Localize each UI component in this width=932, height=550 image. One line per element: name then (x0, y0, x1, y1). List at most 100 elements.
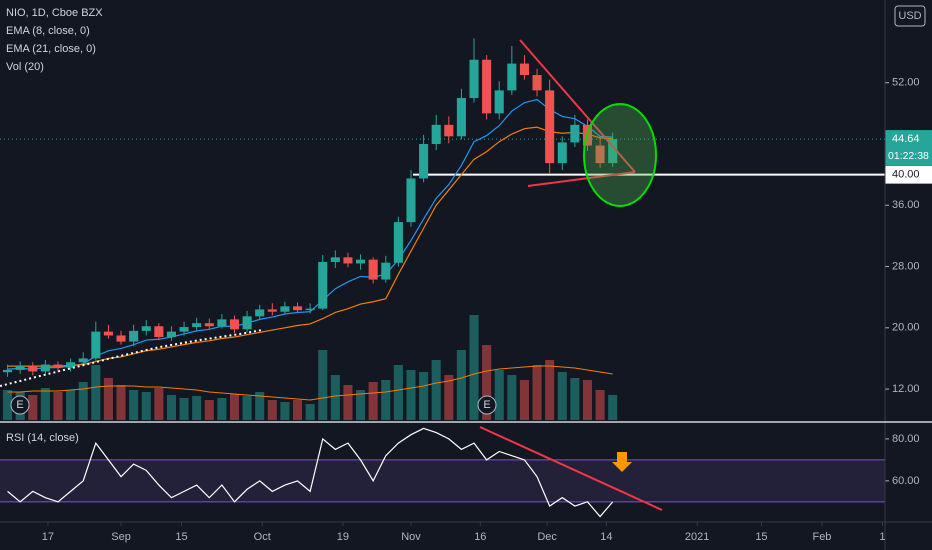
candle-body (456, 98, 466, 137)
x-tick-label: Feb (812, 531, 831, 543)
candle-body (557, 142, 567, 164)
earnings-label: E (483, 399, 490, 411)
volume-bar (154, 388, 164, 420)
volume-bar (330, 375, 340, 420)
volume-bar (141, 392, 151, 420)
candle-body (91, 331, 101, 359)
volume-bar (91, 365, 101, 420)
volume-bar (40, 388, 50, 420)
volume-bar (608, 395, 618, 420)
volume-bar (204, 400, 214, 420)
volume-bar (103, 378, 113, 420)
earnings-marker (10, 395, 30, 415)
volume-bar (280, 402, 290, 420)
volume-bar (557, 372, 567, 420)
y-tick-label: 12.00 (892, 383, 920, 395)
earnings-marker (477, 395, 497, 415)
candle-body (595, 145, 605, 164)
currency[interactable]: USD (898, 10, 921, 22)
volume-bar (570, 378, 580, 420)
volume-bar (78, 382, 88, 420)
earnings-label: E (16, 399, 23, 411)
candle-body (318, 261, 328, 309)
x-tick-label: 2021 (685, 531, 709, 543)
volume-bar (393, 365, 403, 420)
candle-body (129, 330, 139, 342)
candle-body (507, 63, 517, 91)
x-tick-label: 15 (755, 531, 767, 543)
candle-body (103, 331, 113, 336)
volume-bar (129, 390, 139, 420)
candle-body (166, 331, 176, 337)
candle-body (192, 323, 202, 328)
rsi-title: RSI (14, close) (6, 432, 79, 444)
candle-body (242, 316, 252, 330)
candle-body (229, 319, 240, 330)
candle-body (179, 327, 189, 332)
candle-body (280, 306, 290, 312)
candle-body (267, 309, 277, 312)
volume-bar (381, 380, 391, 420)
volume-bar (595, 390, 605, 420)
volume-bar (166, 395, 176, 420)
volume-bar (507, 375, 517, 420)
volume-bar (519, 380, 529, 420)
candle-body (141, 326, 151, 331)
currency-box[interactable] (894, 5, 926, 27)
candle-body (393, 222, 403, 263)
x-tick-label: 1 (879, 531, 885, 543)
candle-body (53, 364, 63, 368)
level-label-box (885, 165, 932, 184)
y-tick-label: 52.00 (892, 77, 920, 89)
volume-bar (444, 375, 454, 420)
volume-ma (7, 365, 613, 401)
candle-body (255, 309, 265, 317)
candle-body (545, 90, 555, 164)
level-label: 40.00 (892, 169, 920, 181)
rsi-line (7, 427, 614, 518)
volume-bar (494, 370, 504, 420)
volume-bar (318, 350, 328, 420)
volume-bar (545, 360, 555, 420)
candle-body (381, 262, 391, 280)
volume-bar (3, 390, 13, 420)
support-line (527, 171, 636, 187)
x-tick-label: Nov (401, 531, 421, 543)
candle-body (66, 362, 76, 368)
highlight-circle (583, 103, 657, 207)
volume-bar (456, 350, 466, 420)
y-tick-label: 36.00 (892, 199, 920, 211)
candle-body (204, 323, 214, 327)
candle-body (406, 178, 416, 223)
indicator-label: EMA (21, close, 0) (6, 43, 96, 55)
last-price-box (885, 130, 932, 166)
volume-bar (217, 398, 227, 420)
volume-bar (267, 400, 277, 420)
y-tick-label: 20.00 (892, 322, 920, 334)
rsi-trend-line (479, 426, 663, 511)
x-tick-label: 17 (42, 531, 54, 543)
candle-body (469, 59, 479, 99)
x-tick-label: 14 (600, 531, 612, 543)
candle-body (519, 63, 529, 76)
volume-bar (305, 404, 315, 420)
candle-body (116, 335, 126, 342)
volume-bar (28, 395, 38, 420)
volume-bar (469, 315, 479, 420)
x-tick-label: Sep (111, 531, 131, 543)
volume-bar (192, 396, 202, 420)
volume-bar (179, 398, 189, 420)
candle-body (431, 124, 441, 144)
candle-body (368, 259, 378, 280)
candle-body (40, 364, 50, 372)
down-arrow (612, 452, 632, 472)
rsi-band (0, 459, 885, 502)
candle-body (343, 257, 353, 264)
volume-bar (482, 345, 492, 420)
candle-body (444, 124, 454, 137)
candle-body (78, 358, 88, 363)
candle-body (3, 369, 13, 373)
